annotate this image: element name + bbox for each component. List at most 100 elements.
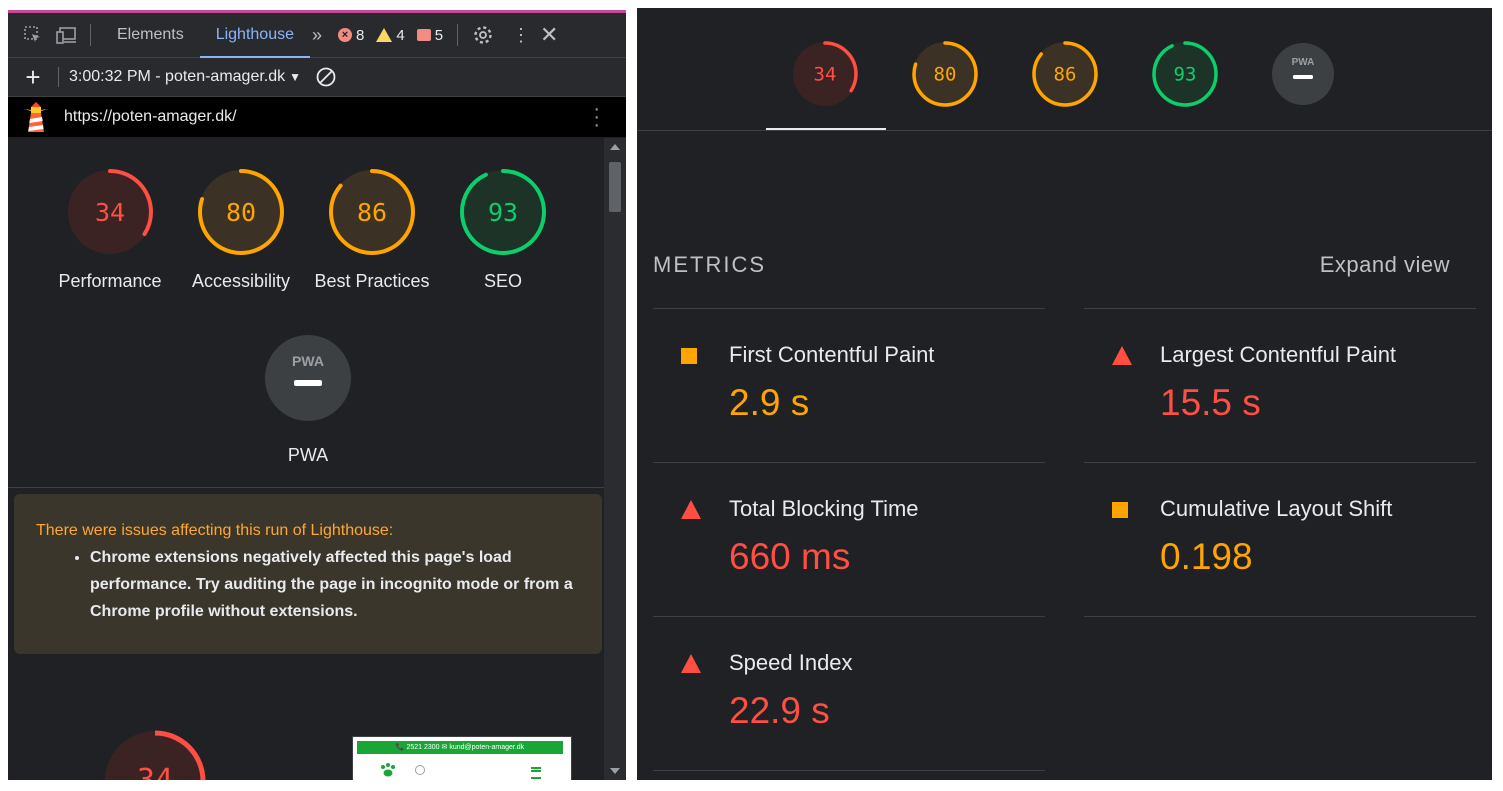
errors-counter[interactable]: × 8 — [338, 27, 364, 44]
section-divider — [8, 487, 604, 488]
warnings-list: Chrome extensions negatively affected th… — [36, 544, 590, 625]
gauge-score: 93 — [488, 198, 518, 227]
thumbnail-search-icon — [415, 765, 425, 775]
scrollbar-thumb[interactable] — [609, 162, 621, 212]
more-options-icon[interactable]: ⋮ — [512, 25, 531, 45]
metric-divider — [1084, 462, 1476, 463]
metrics-heading: METRICS — [653, 252, 766, 277]
gauge-seo[interactable]: 93 — [1152, 41, 1218, 107]
fail-triangle-icon — [1112, 346, 1132, 365]
gauge-accessibility[interactable]: 80 — [912, 41, 978, 107]
tabbar-separator — [90, 24, 91, 46]
gauge-score: 80 — [934, 64, 957, 86]
metric-name: First Contentful Paint — [729, 342, 935, 367]
report-selector[interactable]: 3:00:32 PM - poten-amager.dk ▼ — [69, 68, 302, 85]
scroll-up-icon[interactable] — [610, 144, 620, 150]
metric-divider — [653, 308, 1045, 309]
gauge-best-practices[interactable]: 86 — [1032, 41, 1098, 107]
device-toolbar-icon[interactable] — [54, 22, 80, 48]
new-report-button[interactable]: + — [25, 62, 41, 92]
warnings-title: There were issues affecting this run of … — [36, 522, 394, 539]
top-accent-line — [8, 10, 626, 13]
tab-elements[interactable]: Elements — [117, 26, 184, 43]
report-menu-icon[interactable]: · · · — [593, 98, 600, 136]
gauge-score: 34 — [814, 64, 837, 86]
gauge-arc — [460, 169, 546, 255]
pwa-badge-icon: PWA — [1292, 57, 1315, 68]
metric-divider — [653, 616, 1045, 617]
devtools-panel: Elements Lighthouse » × 8 4 5 ⋮ ✕ + 3:00… — [8, 10, 626, 780]
metric-value: 22.9 s — [729, 690, 830, 731]
metric-divider — [1084, 616, 1476, 617]
warnings-counter[interactable]: 4 — [376, 27, 405, 44]
gauge-label: Performance — [58, 271, 162, 291]
issues-counter[interactable]: 5 — [416, 27, 443, 44]
chevron-down-icon: ▼ — [289, 70, 302, 84]
fail-triangle-icon — [681, 500, 701, 519]
metric-divider — [653, 770, 1045, 771]
page-screenshot-thumbnail[interactable]: 📞 2521 2300 ✉ kund@poten-amager.dk — [352, 736, 572, 780]
gauge-score: 93 — [1174, 64, 1197, 86]
gauge-arc — [792, 41, 858, 107]
lighthouse-logo-icon — [22, 100, 50, 134]
gauge-seo[interactable]: 93 — [459, 168, 547, 256]
clear-reports-icon[interactable] — [315, 66, 337, 88]
devtools-tabbar: Elements Lighthouse » × 8 4 5 ⋮ ✕ — [8, 13, 626, 58]
pwa-badge-icon: PWA — [292, 353, 324, 369]
svg-text:34: 34 — [137, 763, 173, 780]
active-gauge-indicator — [766, 128, 886, 130]
gauge-best-practices[interactable]: 86 — [328, 168, 416, 256]
scroll-down-icon[interactable] — [610, 768, 620, 774]
thumbnail-topbar: 📞 2521 2300 ✉ kund@poten-amager.dk — [357, 741, 563, 754]
report-url-bar: https://poten-amager.dk/ · · · — [8, 97, 626, 137]
gauge-performance[interactable]: 34 — [792, 41, 858, 107]
tab-lighthouse[interactable]: Lighthouse — [199, 13, 311, 58]
error-icon: × — [338, 28, 353, 42]
gauge-score: 34 — [95, 198, 125, 227]
metric-largest-contentful-paint: Largest Contentful Paint 15.5 s — [1084, 342, 1476, 442]
performance-gauge-large[interactable]: 34 — [100, 726, 210, 780]
warning-icon — [376, 28, 393, 42]
average-square-icon — [1112, 502, 1128, 518]
tabbar-separator-2 — [457, 24, 459, 46]
gauge-arc — [67, 169, 153, 255]
expand-view-toggle[interactable]: Expand view — [1319, 252, 1450, 277]
gauge-score: 80 — [226, 198, 256, 227]
report-scrollbar[interactable] — [604, 138, 626, 780]
gauge-arc — [912, 41, 978, 107]
gauge-score: 86 — [357, 198, 387, 227]
gauge-accessibility[interactable]: 80 — [197, 168, 285, 256]
pwa-label: PWA — [287, 445, 329, 465]
sticky-pwa-gauge[interactable]: PWA — [1271, 42, 1335, 106]
paw-logo-icon — [381, 763, 395, 777]
metric-divider — [1084, 308, 1476, 309]
metric-speed-index: Speed Index 22.9 s — [653, 650, 1045, 750]
metric-name: Cumulative Layout Shift — [1160, 496, 1393, 521]
metric-name: Speed Index — [729, 650, 853, 675]
metric-value: 2.9 s — [729, 382, 810, 423]
metric-value: 15.5 s — [1160, 382, 1261, 423]
metric-first-contentful-paint: First Contentful Paint 2.9 s — [653, 342, 1045, 442]
gauge-score: 86 — [1054, 64, 1077, 86]
gauge-performance[interactable]: 34 — [66, 168, 154, 256]
warning-item: Chrome extensions negatively affected th… — [90, 544, 590, 625]
report-url[interactable]: https://poten-amager.dk/ — [64, 108, 237, 125]
inspect-element-icon[interactable] — [20, 22, 46, 48]
more-tabs-icon[interactable]: » — [312, 24, 323, 45]
metric-value: 0.198 — [1160, 536, 1253, 577]
issues-icon — [416, 29, 431, 41]
fail-triangle-icon — [681, 654, 701, 673]
gauge-arc — [198, 169, 284, 255]
gauge-label: SEO — [483, 271, 522, 291]
close-devtools-icon[interactable]: ✕ — [540, 22, 559, 47]
average-square-icon — [681, 348, 697, 364]
metric-divider — [653, 462, 1045, 463]
run-warnings-box: There were issues affecting this run of … — [14, 494, 602, 654]
settings-gear-icon[interactable] — [472, 24, 494, 46]
gauge-arc — [329, 169, 415, 255]
pwa-gauge[interactable]: PWA — [264, 334, 352, 422]
lighthouse-toolbar: + 3:00:32 PM - poten-amager.dk ▼ — [8, 58, 626, 97]
toolbar-separator — [58, 67, 59, 87]
gauge-label: Accessibility — [191, 271, 291, 291]
gauge-label: Best Practices — [314, 271, 430, 291]
